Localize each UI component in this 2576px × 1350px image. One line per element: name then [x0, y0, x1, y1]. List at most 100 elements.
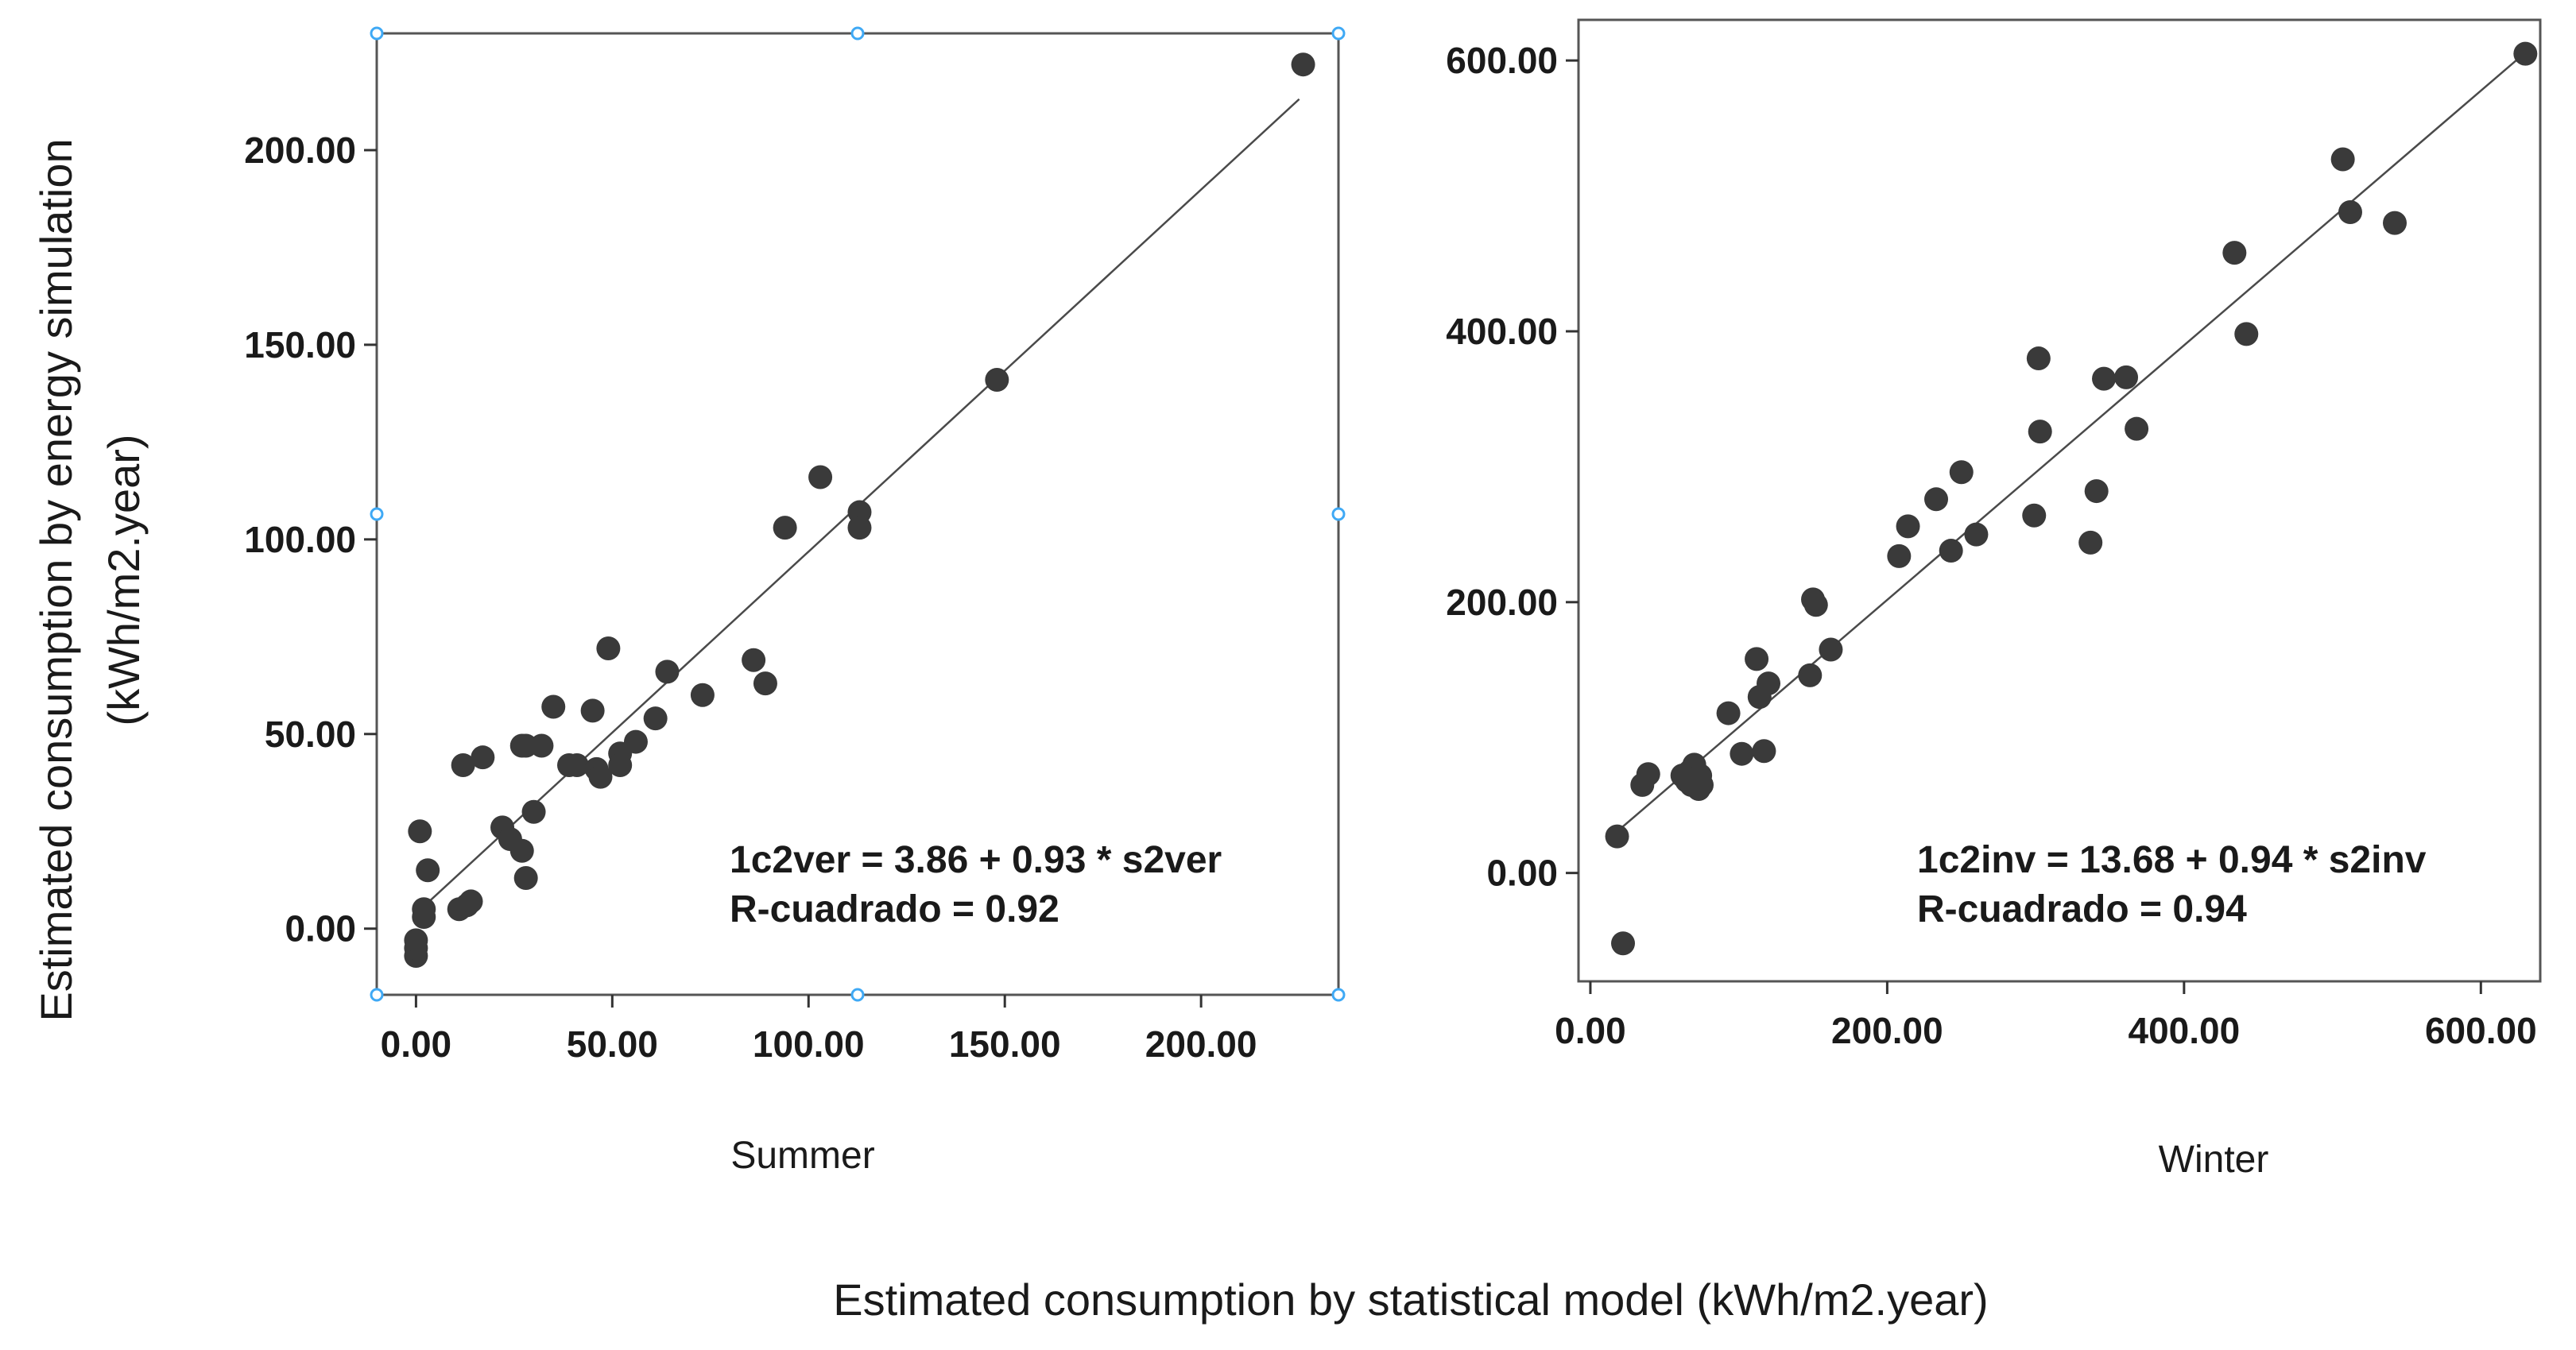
- summer-data-point: [985, 367, 1009, 392]
- summer-data-point: [753, 671, 777, 696]
- summer-x-tick-label: 0.00: [381, 1023, 452, 1065]
- summer-selection-handle: [370, 507, 384, 521]
- summer-data-point: [690, 683, 715, 707]
- summer-x-tick-label: 150.00: [949, 1023, 1061, 1065]
- summer-data-point: [808, 465, 833, 489]
- winter-data-point: [1798, 663, 1823, 687]
- winter-marks: 0.00 200.00 400.00 600.00 0.00 200.00 400.00 60…: [1446, 18, 2542, 1051]
- winter-equation: 1c2inv = 13.68 + 0.94 * s2inv: [1917, 839, 2427, 881]
- winter-data-point: [2078, 530, 2103, 555]
- summer-data-point: [416, 858, 440, 883]
- winter-x-tick-label: 600.00: [2425, 1010, 2537, 1051]
- figure-ylabel-line2: (kWh/m2.year): [99, 434, 149, 725]
- summer-selection-handle: [850, 26, 865, 41]
- summer-data-point: [1291, 52, 1315, 77]
- winter-data-point: [2114, 365, 2139, 389]
- summer-data-point: [529, 733, 554, 758]
- winter-data-point: [1939, 539, 1963, 563]
- summer-data-point: [459, 889, 483, 914]
- summer-data-point: [742, 648, 766, 672]
- summer-selection-handle: [850, 988, 865, 1002]
- summer-data-point: [412, 905, 436, 930]
- winter-data-point: [1757, 671, 1781, 696]
- winter-data-point: [2022, 503, 2047, 528]
- summer-x-tick-label: 200.00: [1145, 1023, 1257, 1065]
- winter-data-point: [1924, 487, 1949, 512]
- winter-y-tick-label: 400.00: [1446, 311, 1558, 352]
- winter-data-point: [2028, 420, 2052, 444]
- summer-data-point: [451, 752, 475, 777]
- winter-data-point: [1819, 637, 1843, 662]
- winter-x-tick-label: 400.00: [2129, 1010, 2241, 1051]
- winter-data-point: [1716, 701, 1741, 725]
- winter-y-tick-label: 600.00: [1446, 40, 1558, 81]
- winter-data-point: [1752, 739, 1776, 764]
- summer-data-point: [541, 694, 566, 719]
- winter-fit-line: [1612, 52, 2527, 837]
- winter-data-point: [1949, 460, 1974, 485]
- summer-y-tick-label: 100.00: [244, 519, 356, 560]
- winter-data-point: [2222, 241, 2247, 265]
- winter-r-squared: R-cuadrado = 0.94: [1917, 888, 2247, 930]
- winter-x-axis-title: Winter: [2159, 1139, 2269, 1181]
- winter-plot-frame: [1577, 18, 2542, 983]
- summer-selection-handle: [1331, 507, 1346, 521]
- winter-data-point: [1887, 543, 1912, 568]
- summer-data-point: [509, 838, 534, 863]
- summer-data-point: [408, 819, 432, 844]
- summer-data-point: [608, 752, 633, 777]
- winter-data-point: [1964, 522, 1989, 547]
- winter-data-point: [2125, 416, 2149, 441]
- winter-plot[interactable]: 0.00 200.00 400.00 600.00 0.00 200.00 400.00 60…: [1446, 18, 2542, 1181]
- summer-data-point: [521, 799, 546, 824]
- summer-data-point: [623, 729, 648, 754]
- winter-data-point: [1896, 514, 1920, 539]
- winter-data-point: [1611, 931, 1636, 956]
- winter-data-point: [2330, 147, 2355, 172]
- winter-data-point: [1730, 741, 1754, 766]
- summer-data-point: [773, 516, 797, 540]
- summer-selection-handle: [1331, 988, 1346, 1002]
- summer-equation: 1c2ver = 3.86 + 0.93 * s2ver: [730, 839, 1222, 881]
- winter-data-point: [2026, 346, 2051, 371]
- winter-data-point: [1689, 772, 1714, 797]
- summer-y-tick-label: 50.00: [265, 714, 356, 755]
- summer-y-tick-label: 150.00: [244, 324, 356, 366]
- summer-x-axis-title: Summer: [730, 1135, 874, 1177]
- summer-selection-handle: [370, 26, 384, 41]
- winter-data-point: [2084, 479, 2109, 504]
- summer-x-tick-label: 100.00: [753, 1023, 865, 1065]
- winter-data-point: [1605, 824, 1629, 849]
- winter-data-point: [2513, 41, 2538, 66]
- summer-y-tick-label: 0.00: [285, 908, 356, 950]
- summer-selection-handle: [1331, 26, 1346, 41]
- summer-selection-handle: [370, 988, 384, 1002]
- summer-data-point: [847, 516, 872, 540]
- winter-y-tick-label: 0.00: [1486, 853, 1558, 894]
- winter-data-point: [2338, 200, 2362, 224]
- figure-xlabel: Estimated consumption by statistical mod…: [833, 1275, 1988, 1325]
- summer-data-point: [596, 636, 621, 661]
- summer-x-tick-label: 50.00: [567, 1023, 658, 1065]
- summer-data-point: [580, 698, 605, 723]
- summer-data-point: [471, 745, 495, 770]
- winter-data-point: [1745, 647, 1769, 671]
- summer-data-point: [588, 764, 613, 789]
- summer-r-squared: R-cuadrado = 0.92: [730, 888, 1059, 930]
- winter-x-tick-label: 200.00: [1831, 1010, 1943, 1051]
- winter-data-point: [2092, 366, 2117, 391]
- summer-data-point: [513, 866, 538, 891]
- figure-ylabel-line1: Estimated consumption by energy simulati…: [31, 138, 81, 1021]
- summer-y-tick-label: 200.00: [244, 130, 356, 171]
- summer-data-point: [643, 706, 668, 731]
- summer-plot[interactable]: 0.00 50.00 100.00 150.00 200.00 0.00 50.00 100.…: [244, 26, 1346, 1177]
- summer-marks: 0.00 50.00 100.00 150.00 200.00 0.00 50.00 100.…: [244, 26, 1346, 1065]
- winter-data-point: [2383, 211, 2407, 235]
- winter-y-tick-label: 200.00: [1446, 582, 1558, 623]
- summer-data-point: [655, 660, 680, 684]
- winter-data-point: [1636, 762, 1660, 787]
- winter-data-point: [2234, 322, 2259, 346]
- summer-data-point: [404, 928, 428, 953]
- winter-data-point: [1803, 593, 1828, 617]
